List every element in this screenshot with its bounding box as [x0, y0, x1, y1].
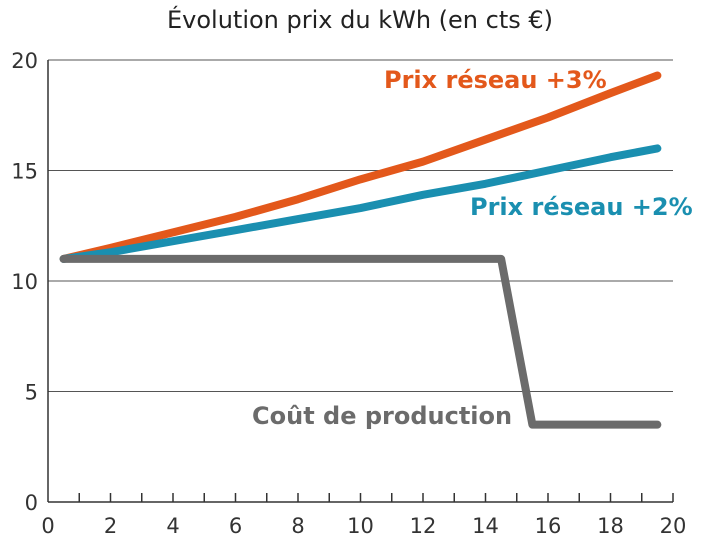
series-label: Prix réseau +2%	[470, 193, 693, 221]
axes: 0 5 10 15 20 0 2 4 6 8 10 12 14 16 18 20	[11, 49, 686, 538]
y-tick-label: 5	[25, 381, 38, 405]
series-label: Prix réseau +3%	[384, 66, 607, 94]
x-tick-label: 16	[535, 514, 562, 538]
grid-lines	[48, 59, 673, 392]
y-tick-label: 15	[11, 160, 38, 184]
x-tick-label: 6	[229, 514, 242, 538]
x-tick-label: 10	[347, 514, 374, 538]
chart-title: Évolution prix du kWh (en cts €)	[166, 6, 553, 34]
x-tick-label: 12	[410, 514, 437, 538]
x-tick-label: 2	[104, 514, 117, 538]
x-tick-label: 14	[472, 514, 499, 538]
series-label: Coût de production	[252, 402, 512, 430]
x-tick-label: 4	[166, 514, 179, 538]
series-line	[59, 254, 662, 429]
x-tick-label: 0	[41, 514, 54, 538]
series-line	[59, 144, 662, 263]
y-tick-label: 0	[25, 491, 38, 515]
y-tick-label: 10	[11, 270, 38, 294]
series-labels: Prix réseau +3% Prix réseau +2% Coût de pr…	[252, 66, 693, 430]
x-tick-label: 20	[660, 514, 687, 538]
series-lines	[59, 71, 662, 429]
x-tick-label: 18	[597, 514, 624, 538]
y-tick-label: 20	[11, 49, 38, 73]
series-line	[59, 71, 662, 263]
x-tick-label: 8	[291, 514, 304, 538]
